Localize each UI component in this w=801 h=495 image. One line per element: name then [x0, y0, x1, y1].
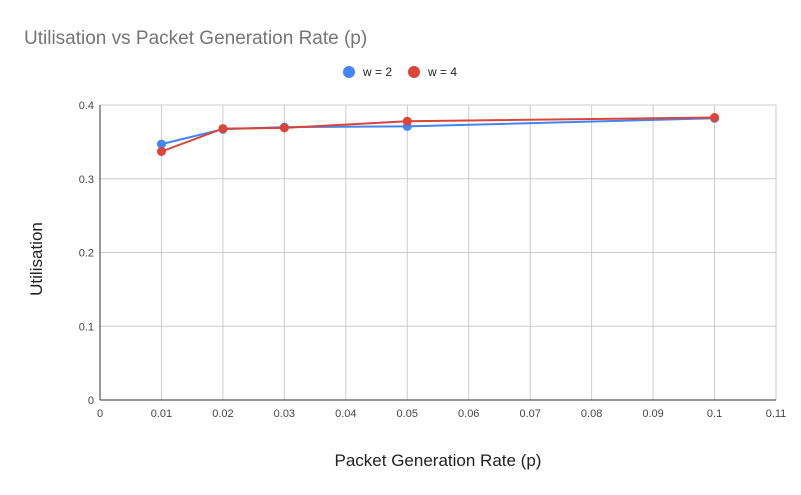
legend-item[interactable]: w = 2 [343, 65, 392, 79]
legend-label: w = 2 [362, 65, 392, 79]
y-tick-label: 0.1 [79, 321, 94, 333]
series-group [156, 113, 720, 156]
y-tick-label: 0.2 [79, 248, 94, 260]
series-2-point [218, 124, 228, 134]
series-2 [156, 113, 720, 156]
x-tick-label: 0.01 [151, 408, 172, 420]
x-tick-label: 0.11 [766, 408, 787, 420]
chart-title: Utilisation vs Packet Generation Rate (p… [24, 28, 367, 49]
legend: w = 2 w = 4 [343, 65, 457, 79]
x-tick-label: 0.08 [581, 408, 602, 420]
series-2-line [161, 116, 715, 153]
axes: 0 0.01 0.02 0.03 0.04 0.05 0.06 0.07 0.08 0.09 0.1… [79, 100, 787, 420]
y-axis-title: Utilisation [27, 222, 46, 296]
x-tick-label: 0.07 [519, 408, 540, 420]
series-2-point [279, 123, 289, 133]
series-2-point [402, 116, 412, 126]
y-tick-label: 0 [88, 395, 94, 407]
x-tick-label: 0.04 [335, 408, 356, 420]
legend-item[interactable]: w = 4 [408, 65, 457, 79]
grid [100, 104, 777, 400]
legend-label: w = 4 [427, 65, 457, 79]
series-2-point [710, 113, 720, 123]
series-1-point [156, 139, 166, 149]
legend-swatch [343, 66, 355, 78]
series-1-line [161, 117, 715, 146]
x-tick-label: 0.09 [642, 408, 663, 420]
x-tick-label: 0.03 [274, 408, 295, 420]
x-tick-label: 0.06 [458, 408, 479, 420]
x-tick-label: 0.1 [707, 408, 722, 420]
legend-swatch [408, 66, 420, 78]
y-tick-label: 0.4 [79, 100, 94, 112]
x-tick-label: 0 [97, 408, 103, 420]
x-axis-title: Packet Generation Rate (p) [335, 451, 542, 470]
series-2-point [156, 146, 166, 156]
y-tick-label: 0.3 [79, 174, 94, 186]
x-tick-label: 0.02 [212, 408, 233, 420]
x-tick-label: 0.05 [397, 408, 418, 420]
